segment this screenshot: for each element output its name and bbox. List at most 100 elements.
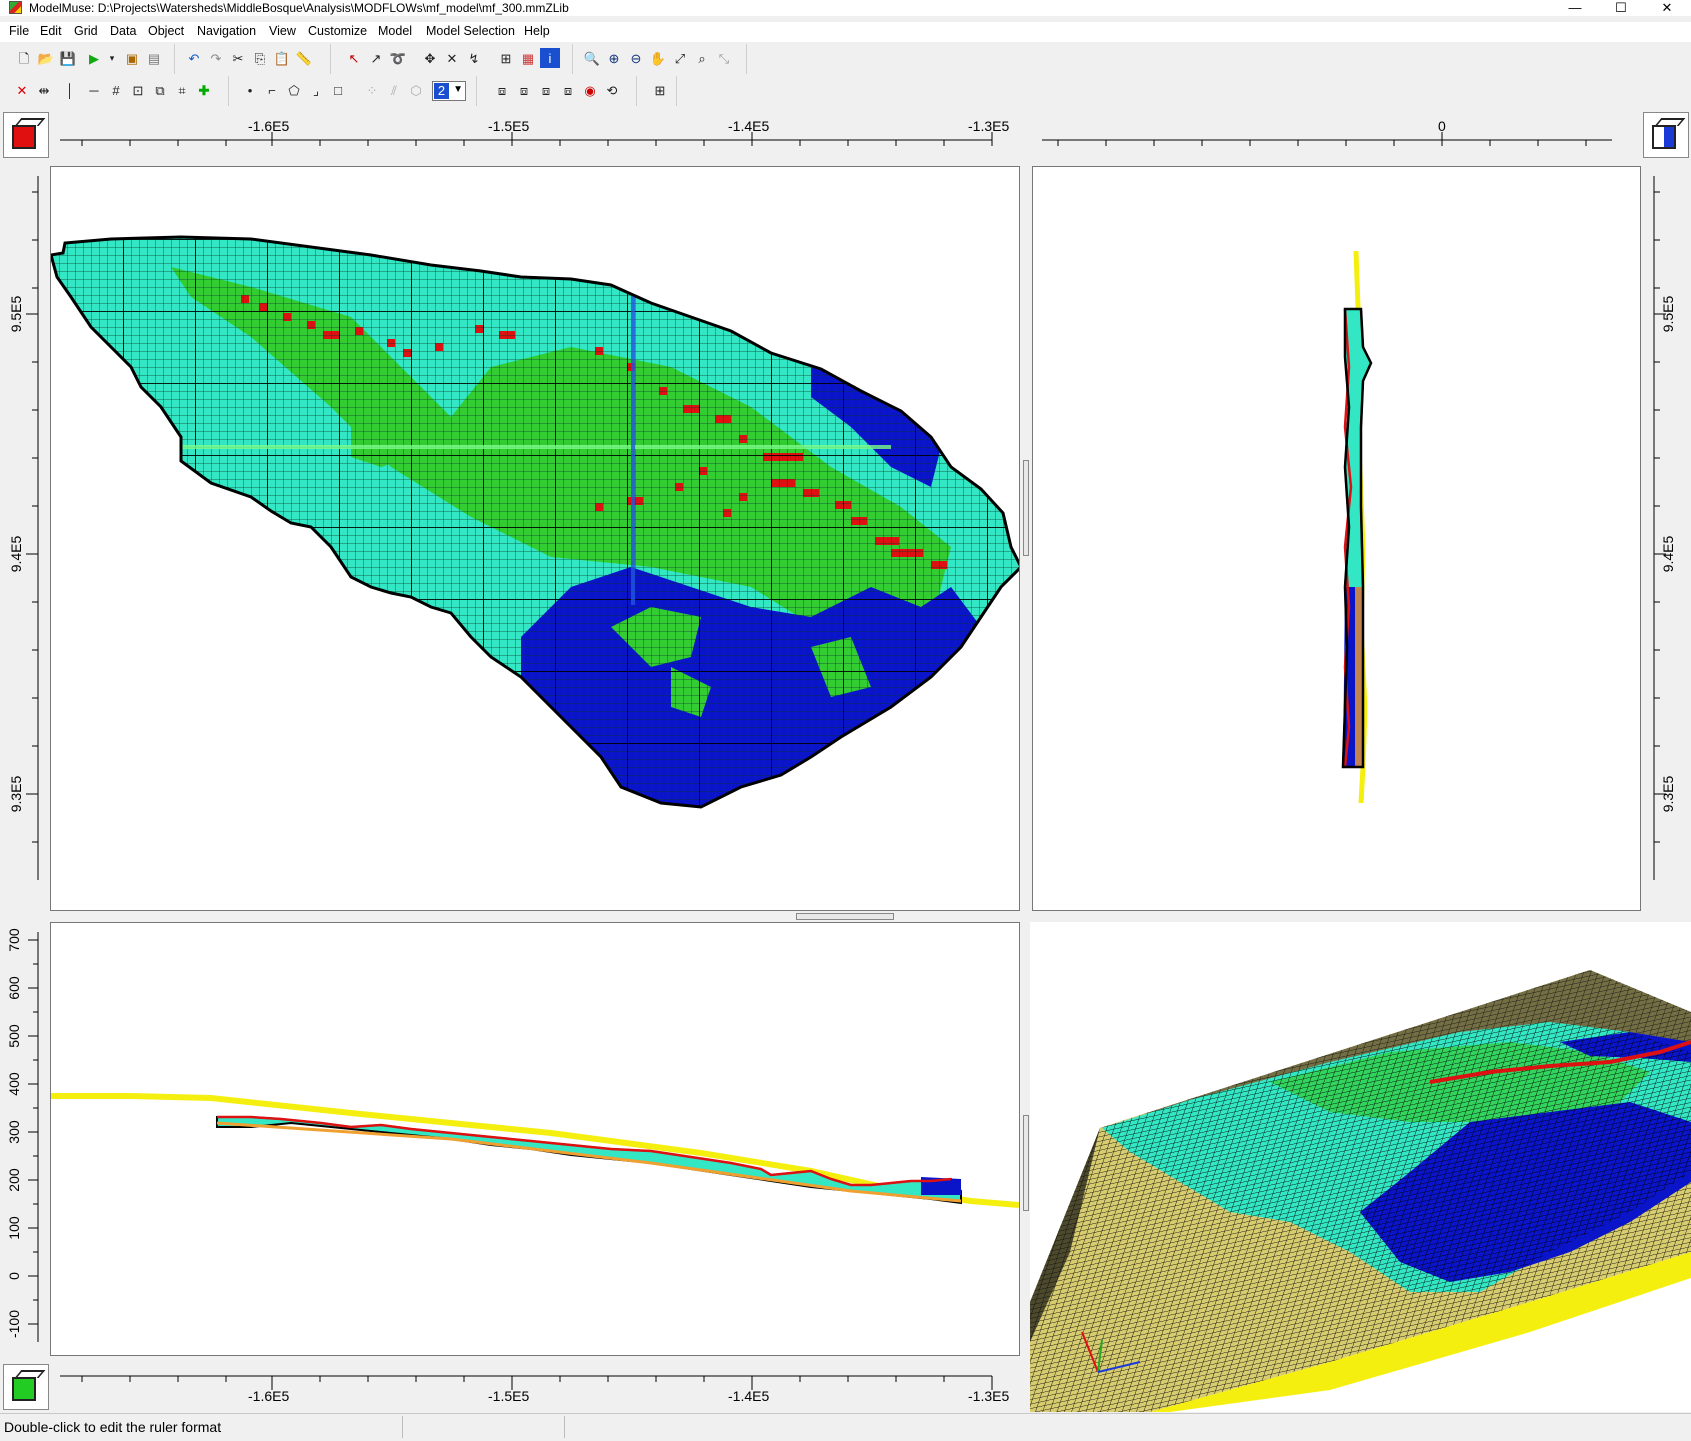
file-toolbar: 🗋 📂 💾 ▶ ▾ ▣ ▤ bbox=[8, 44, 175, 74]
side-view-panel[interactable] bbox=[1032, 166, 1641, 911]
front-view-cube-icon[interactable] bbox=[3, 1364, 49, 1410]
pan-icon[interactable]: ✋ bbox=[649, 50, 667, 66]
new-file-icon[interactable]: 🗋 bbox=[18, 50, 30, 66]
insert-vertex-icon[interactable]: ✕ bbox=[446, 50, 458, 66]
copy-icon[interactable]: ⎘ bbox=[254, 50, 266, 66]
view-top-icon[interactable]: ⧈ bbox=[497, 82, 507, 98]
top-view-x-ruler[interactable]: -1.6E5 -1.5E5 -1.4E5 -1.3E5 bbox=[50, 112, 1020, 152]
lasso-icon[interactable]: ➰ bbox=[389, 50, 407, 66]
zoom-in-icon[interactable]: ⊕ bbox=[608, 50, 620, 66]
redo-icon[interactable]: ↷ bbox=[210, 50, 222, 66]
view-side-icon[interactable]: ⧈ bbox=[541, 82, 551, 98]
rotate-view-icon[interactable]: ⟲ bbox=[606, 82, 618, 98]
grid-icon[interactable]: # bbox=[112, 82, 120, 98]
menu-help[interactable]: Help bbox=[524, 24, 550, 38]
z-tick-label: 0 bbox=[6, 1272, 22, 1280]
measure-icon[interactable]: 📏 bbox=[295, 50, 313, 66]
x-tick-label: -1.6E5 bbox=[248, 118, 290, 134]
3d-view-panel[interactable] bbox=[1030, 922, 1691, 1412]
top-view-panel[interactable] bbox=[50, 166, 1020, 911]
top-view-y-ruler[interactable]: 9.5E5 9.4E5 9.3E5 bbox=[0, 166, 50, 886]
view-front-icon[interactable]: ⧈ bbox=[519, 82, 529, 98]
create-straight-line-icon[interactable]: ⌟ bbox=[312, 82, 320, 98]
menu-object[interactable]: Object bbox=[148, 24, 185, 38]
view-3d-icon[interactable]: ⧈ bbox=[563, 82, 573, 98]
save-icon[interactable]: 💾 bbox=[59, 50, 77, 66]
menu-navigation[interactable]: Navigation bbox=[197, 24, 257, 38]
menu-model-selection[interactable]: Model Selection bbox=[426, 24, 515, 38]
menu-customize[interactable]: Customize bbox=[308, 24, 368, 38]
create-rectangle-icon[interactable]: □ bbox=[334, 82, 342, 98]
move-grid-line-icon[interactable]: ⇹ bbox=[38, 82, 50, 98]
layer-selector[interactable]: 2 ▼ bbox=[432, 81, 466, 101]
add-vertical-line-icon[interactable]: │ bbox=[65, 82, 75, 98]
side-view-cube-icon[interactable] bbox=[1643, 112, 1689, 158]
move-vertex-icon[interactable]: ✥ bbox=[424, 50, 436, 66]
front-view-panel[interactable] bbox=[50, 922, 1020, 1356]
horizontal-splitter[interactable] bbox=[796, 913, 894, 920]
layout-icon[interactable]: ⊞ bbox=[654, 82, 666, 98]
y-tick-label: 9.3E5 bbox=[8, 775, 24, 813]
side-view-y-ruler[interactable]: 9.5E5 9.4E5 9.3E5 bbox=[1642, 166, 1691, 886]
zoom-icon[interactable]: 🔍 bbox=[583, 50, 601, 66]
vertical-splitter[interactable] bbox=[1023, 460, 1029, 556]
object-toolbar: • ⌐ ⬠ ⌟ □ ⁘ ⫽ ⬡ 2 ▼ bbox=[236, 76, 477, 106]
add-point-grid-icon[interactable]: ✚ bbox=[198, 82, 210, 98]
shapes-icon[interactable]: ⬡ bbox=[410, 82, 422, 98]
print-icon[interactable]: ▤ bbox=[147, 50, 161, 66]
dots-icon[interactable]: ⁘ bbox=[366, 82, 378, 98]
run-icon[interactable]: ▶ bbox=[89, 50, 99, 66]
lines-icon[interactable]: ⫽ bbox=[391, 82, 397, 98]
create-line-icon[interactable]: ⌐ bbox=[268, 82, 276, 98]
delete-vertex-icon[interactable]: ↯ bbox=[468, 50, 480, 66]
status-cell-info bbox=[564, 1416, 1691, 1438]
subdivide-icon[interactable]: ⊡ bbox=[132, 82, 144, 98]
front-view-x-ruler[interactable]: -1.6E5 -1.5E5 -1.4E5 -1.3E5 bbox=[50, 1364, 1020, 1410]
top-view-cube-icon[interactable] bbox=[3, 112, 49, 158]
zoom-previous-icon[interactable]: ⤡ bbox=[718, 50, 730, 66]
x-tick-label: 0 bbox=[1438, 118, 1446, 134]
front-view-z-ruler[interactable]: 700 600 500 400 300 200 100 0 -100 bbox=[0, 922, 50, 1356]
generate-grid-icon[interactable]: ⌗ bbox=[178, 82, 186, 98]
window-title: ModelMuse: D:\Projects\Watersheds\Middle… bbox=[29, 1, 569, 15]
add-horizontal-line-icon[interactable]: ─ bbox=[89, 82, 99, 98]
undo-icon[interactable]: ↶ bbox=[188, 50, 200, 66]
create-polygon-icon[interactable]: ⬠ bbox=[288, 82, 300, 98]
zoom-extents-icon[interactable]: ⤢ bbox=[674, 50, 686, 66]
zoom-window-icon[interactable]: ⌕ bbox=[698, 50, 706, 66]
menu-model[interactable]: Model bbox=[378, 24, 413, 38]
paste-icon[interactable]: 📋 bbox=[273, 50, 291, 66]
x-tick-label: -1.3E5 bbox=[968, 1388, 1010, 1404]
smooth-grid-icon[interactable]: ⧉ bbox=[155, 82, 165, 98]
menu-file[interactable]: File bbox=[9, 24, 30, 38]
menu-grid[interactable]: Grid bbox=[74, 24, 98, 38]
z-tick-label: 300 bbox=[6, 1120, 22, 1144]
info-icon[interactable]: i bbox=[540, 48, 560, 68]
side-view-x-ruler[interactable]: 0 bbox=[1032, 112, 1637, 152]
delete-grid-icon[interactable]: ✕ bbox=[16, 82, 28, 98]
z-tick-label: 600 bbox=[6, 976, 22, 1000]
select-point-icon[interactable]: ↗ bbox=[370, 50, 382, 66]
object-properties-icon[interactable]: ⊞ bbox=[500, 50, 512, 66]
open-file-icon[interactable]: 📂 bbox=[37, 50, 55, 66]
status-cell-coordinates bbox=[402, 1416, 563, 1438]
vertical-splitter-bottom[interactable] bbox=[1023, 1115, 1029, 1211]
cut-icon[interactable]: ✂ bbox=[232, 50, 244, 66]
zoom-out-icon[interactable]: ⊖ bbox=[630, 50, 642, 66]
export-icon[interactable]: ▣ bbox=[125, 50, 139, 66]
color-grid-icon[interactable]: ▦ bbox=[521, 50, 535, 66]
run-dropdown-icon[interactable]: ▾ bbox=[109, 52, 115, 63]
close-button[interactable]: ✕ bbox=[1661, 0, 1673, 15]
create-point-icon[interactable]: • bbox=[247, 82, 253, 98]
select-arrow-icon[interactable]: ↖ bbox=[348, 50, 360, 66]
z-tick-label: 100 bbox=[6, 1216, 22, 1240]
menu-edit[interactable]: Edit bbox=[40, 24, 62, 38]
y-tick-label: 9.4E5 bbox=[1660, 535, 1676, 573]
menu-view[interactable]: View bbox=[269, 24, 296, 38]
layer-selector-value: 2 bbox=[434, 83, 449, 99]
maximize-button[interactable]: ☐ bbox=[1615, 0, 1627, 15]
minimize-button[interactable]: — bbox=[1568, 0, 1582, 15]
zoom-toolbar: 🔍 ⊕ ⊖ ✋ ⤢ ⌕ ⤡ bbox=[578, 44, 747, 74]
color-cube-icon[interactable]: ◉ bbox=[584, 82, 596, 98]
menu-data[interactable]: Data bbox=[110, 24, 137, 38]
